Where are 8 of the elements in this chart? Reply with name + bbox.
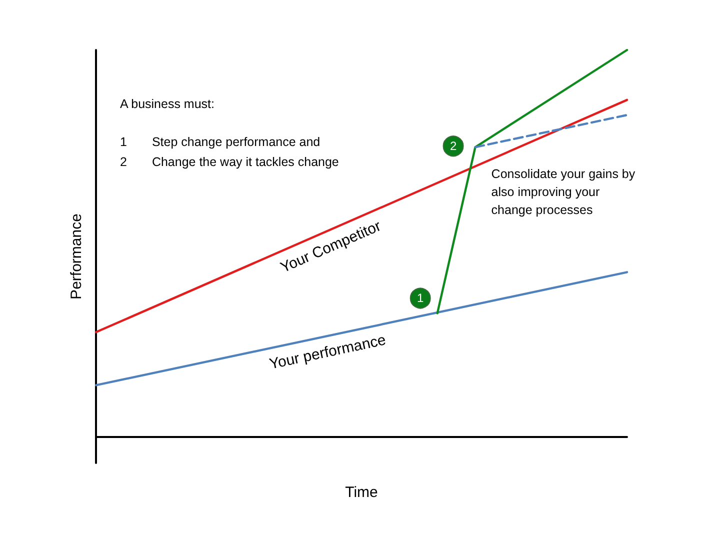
annotation: 2 Change the way it tackles change xyxy=(120,155,339,169)
annotation: 1 Step change performance and xyxy=(120,135,320,149)
annotation: Consolidate your gains by also improving your change processes xyxy=(491,167,639,218)
annotation: A business must: xyxy=(120,97,214,111)
annotation: 1 xyxy=(417,291,424,306)
annotation: 2 xyxy=(450,139,457,154)
x-axis-title: Time xyxy=(345,484,378,501)
y-axis-title: Performance xyxy=(68,214,85,300)
